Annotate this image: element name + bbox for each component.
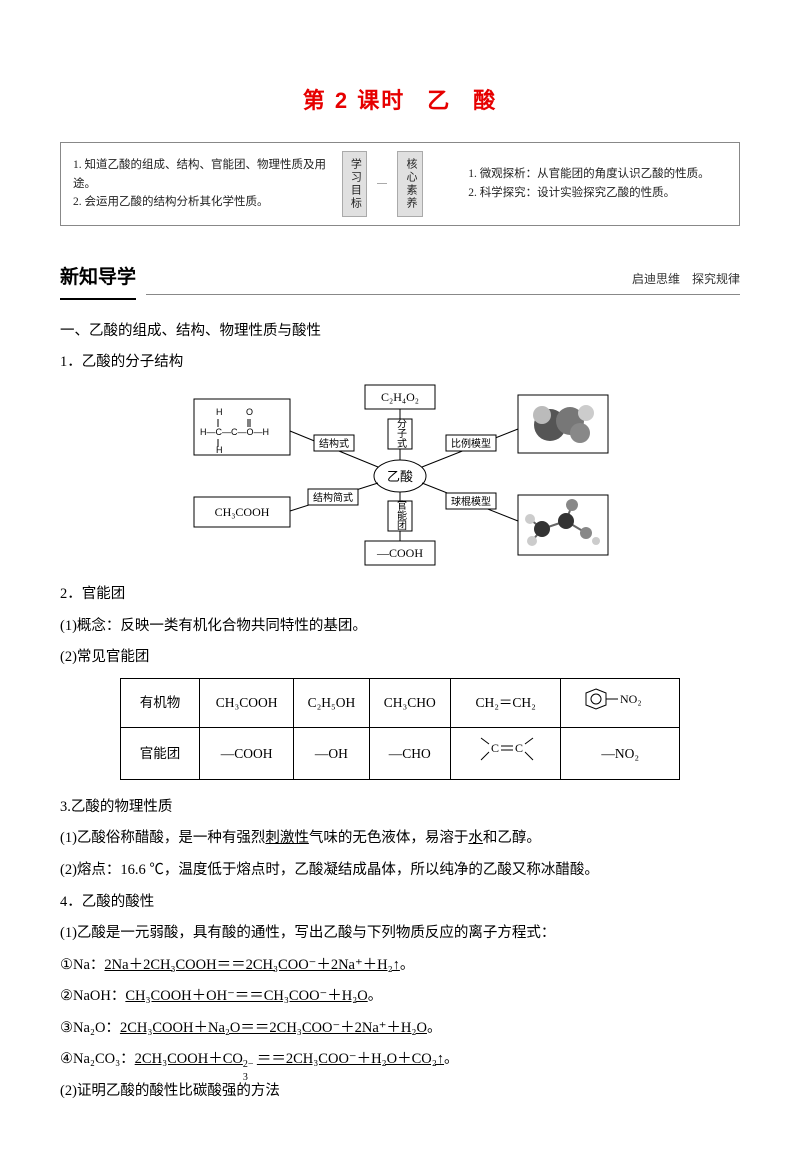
objectives-right: 1. 微观探析：从官能团的角度认识乙酸的性质。 2. 科学探究：设计实验探究乙酸… <box>468 165 727 202</box>
eq-body: 2CH₃COOH＋Na₂O＝＝2CH₃COO⁻＋2Na⁺＋H₂O <box>120 1020 427 1036</box>
func-group-label: 官能团 <box>395 499 407 531</box>
cell: —CHO <box>369 728 450 780</box>
svg-text:NO₂: NO₂ <box>620 692 642 706</box>
objective-right-2: 2. 科学探究：设计实验探究乙酸的性质。 <box>468 184 727 202</box>
section-header-right: 启迪思维 探究规律 <box>146 268 740 295</box>
h1: 一、乙酸的组成、结构、物理性质与酸性 <box>60 318 740 346</box>
eq-label: ①Na： <box>60 957 104 973</box>
cell-label: 有机物 <box>121 678 200 728</box>
text: 气味的无色液体，易溶于 <box>309 830 469 846</box>
s3-p1: (1)乙酸俗称醋酸，是一种有强烈刺激性气味的无色液体，易溶于水和乙醇。 <box>60 825 740 853</box>
svg-text:H—C—C—O—H: H—C—C—O—H <box>200 427 269 437</box>
cell-label: 官能团 <box>121 728 200 780</box>
s3-p2: (2)熔点：16.6 ℃，温度低于熔点时，乙酸凝结成晶体，所以纯净的乙酸又称冰醋… <box>60 857 740 885</box>
mol-formula-label: 分子式 <box>395 418 407 448</box>
cell: CH₃COOH <box>200 678 294 728</box>
cell: CH₃CHO <box>369 678 450 728</box>
cc-double-bond-icon: C C <box>469 734 543 764</box>
cell-cc-double: C C <box>450 728 561 780</box>
underline-text: 水 <box>468 830 483 846</box>
mid-line-icon <box>377 183 387 184</box>
text: 。 <box>427 1020 442 1036</box>
eq-label: ③Na₂O： <box>60 1020 120 1036</box>
svg-text:C: C <box>515 741 523 755</box>
cell: —NO₂ <box>561 728 680 780</box>
objectives-box: 1. 知道乙酸的组成、结构、官能团、物理性质及用途。 2. 会运用乙酸的结构分析… <box>60 142 740 226</box>
cond-formula: CH₃COOH <box>215 505 270 519</box>
text: 。 <box>368 988 383 1004</box>
cell: —OH <box>294 728 369 780</box>
table-row: 有机物 CH₃COOH C₂H₅OH CH₃CHO CH₂＝CH₂ NO₂ <box>121 678 680 728</box>
s4-p2: (2)证明乙酸的酸性比碳酸强的方法 <box>60 1078 740 1106</box>
text: (1)乙酸俗称醋酸，是一种有强烈 <box>60 830 265 846</box>
s2-p2: (2)常见官能团 <box>60 644 740 672</box>
nitrobenzene-icon: NO₂ <box>580 685 660 713</box>
eq3: ③Na₂O：2CH₃COOH＋Na₂O＝＝2CH₃COO⁻＋2Na⁺＋H₂O。 <box>60 1015 740 1043</box>
table-row: 官能团 —COOH —OH —CHO C C —NO₂ <box>121 728 680 780</box>
eq1: ①Na：2Na＋2CH₃COOH＝＝2CH₃COO⁻＋2Na⁺＋H₂↑。 <box>60 952 740 980</box>
text: 。 <box>444 1051 459 1067</box>
page: 第 2 课时乙酸 1. 知道乙酸的组成、结构、官能团、物理性质及用途。 2. 会… <box>0 0 800 1149</box>
eq-label: ④Na₂CO₃： <box>60 1051 135 1067</box>
s4-p1: (1)乙酸是一元弱酸，具有酸的通性，写出乙酸与下列物质反应的离子方程式： <box>60 920 740 948</box>
cond-formula-label: 结构简式 <box>313 491 353 504</box>
cell-benzene-no2: NO₂ <box>561 678 680 728</box>
objectives-left: 1. 知道乙酸的组成、结构、官能团、物理性质及用途。 2. 会运用乙酸的结构分析… <box>73 156 332 211</box>
section-header: 新知导学 启迪思维 探究规律 <box>60 260 740 300</box>
tag-right: 核心素养 <box>397 151 423 217</box>
title-main-b: 酸 <box>473 88 497 113</box>
functional-group-table: 有机物 CH₃COOH C₂H₅OH CH₃CHO CH₂＝CH₂ NO₂ 官能… <box>120 678 680 780</box>
mol-formula: C₂H₄O₂ <box>381 390 419 404</box>
cell: —COOH <box>200 728 294 780</box>
s2-p1: (1)概念：反映一类有机化合物共同特性的基团。 <box>60 613 740 641</box>
eq-body: 2Na＋2CH₃COOH＝＝2CH₃COO⁻＋2Na⁺＋H₂↑ <box>104 957 400 973</box>
space-fill-label: 比例模型 <box>451 437 491 450</box>
center-label: 乙酸 <box>387 469 413 484</box>
tag-left: 学习目标 <box>342 151 368 217</box>
objective-right-1: 1. 微观探析：从官能团的角度认识乙酸的性质。 <box>468 165 727 183</box>
svg-text:H: H <box>216 407 223 417</box>
objective-left-1: 1. 知道乙酸的组成、结构、官能团、物理性质及用途。 <box>73 156 332 193</box>
text: 和乙醇。 <box>483 830 541 846</box>
objective-left-2: 2. 会运用乙酸的结构分析其化学性质。 <box>73 193 332 211</box>
svg-text:H: H <box>216 445 223 455</box>
title-prefix: 第 2 课时 <box>303 88 405 113</box>
ball-stick-label: 球棍模型 <box>451 495 491 508</box>
s1-num: 1．乙酸的分子结构 <box>60 349 740 377</box>
underline-text: 刺激性 <box>265 830 309 846</box>
eq-body: CH₃COOH＋OH⁻＝＝CH₃COO⁻＋H₂O <box>125 988 367 1004</box>
eq-label: ②NaOH： <box>60 988 125 1004</box>
eq-body: 2CH₃COOH＋CO2−3＝＝2CH₃COO⁻＋H₂O＋CO₂↑ <box>135 1051 444 1067</box>
text: 。 <box>400 957 415 973</box>
text: ＝＝2CH₃COO⁻＋H₂O＋CO₂↑ <box>257 1051 444 1067</box>
cell: C₂H₅OH <box>294 678 369 728</box>
text: 2CH₃COOH＋CO <box>135 1051 243 1067</box>
title-main-a: 乙 <box>427 88 451 113</box>
eq4: ④Na₂CO₃：2CH₃COOH＋CO2−3＝＝2CH₃COO⁻＋H₂O＋CO₂… <box>60 1046 740 1074</box>
section-header-left: 新知导学 <box>60 260 136 300</box>
struct-formula-label: 结构式 <box>319 437 349 450</box>
s2-num: 2．官能团 <box>60 581 740 609</box>
objectives-mid: 学习目标 核心素养 <box>332 151 468 217</box>
cell: CH₂＝CH₂ <box>450 678 561 728</box>
svg-text:C: C <box>491 741 499 755</box>
page-title: 第 2 课时乙酸 <box>60 80 740 122</box>
eq2: ②NaOH：CH₃COOH＋OH⁻＝＝CH₃COO⁻＋H₂O。 <box>60 983 740 1011</box>
structure-diagram: 乙酸 C₂H₄O₂ 分子式 —COOH 官能团 H O H—C—C—O—H H 结… <box>170 381 630 571</box>
svg-text:O: O <box>246 407 253 417</box>
s3-num: 3.乙酸的物理性质 <box>60 794 740 822</box>
func-group: —COOH <box>376 546 423 560</box>
s4-num: 4．乙酸的酸性 <box>60 889 740 917</box>
